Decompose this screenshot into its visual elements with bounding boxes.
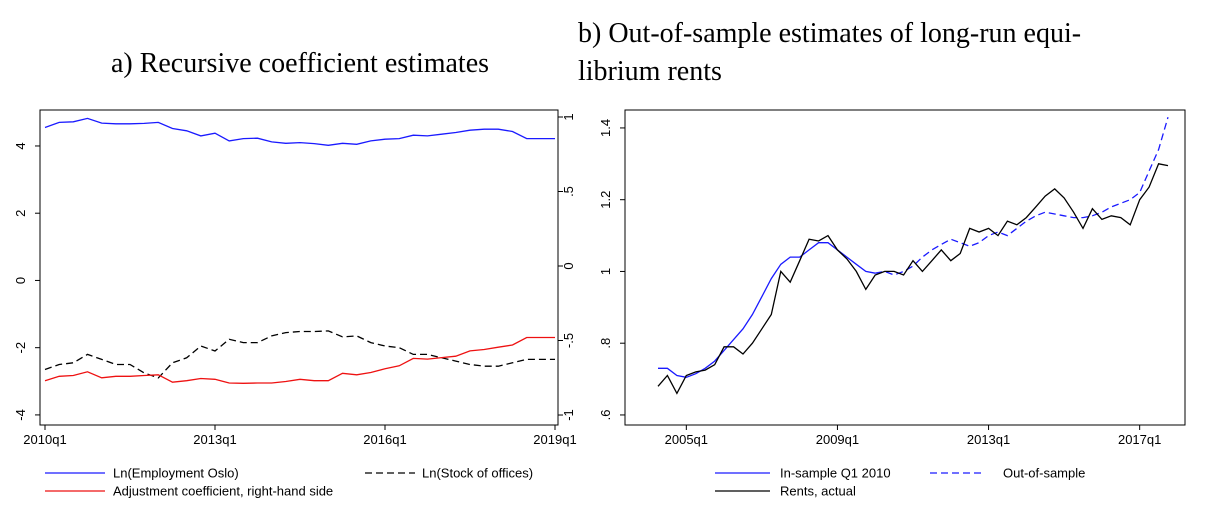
legend-label: In-sample Q1 2010: [780, 466, 891, 481]
chart-title: librium rents: [578, 56, 722, 87]
x-tick-label: 2016q1: [363, 432, 406, 447]
y-tick-label: 1.4: [598, 119, 613, 137]
y-tick-label: 1: [561, 113, 576, 120]
legend-label: Out-of-sample: [1003, 466, 1085, 481]
x-tick-label: 2010q1: [23, 432, 66, 447]
series-line: [657, 163, 1169, 395]
legend-label: Ln(Stock of offices): [422, 466, 533, 481]
x-tick-label: 2009q1: [816, 432, 859, 447]
y-tick-label: -.5: [561, 333, 576, 348]
series-line: [658, 242, 876, 378]
plot-frame: [624, 109, 1186, 426]
plot-frame: [39, 109, 559, 426]
legend-label: Ln(Employment Oslo): [113, 466, 239, 481]
series-line: [875, 117, 1169, 276]
y-tick-label: .5: [561, 186, 576, 197]
y-tick-label: 4: [13, 142, 28, 149]
y-tick-label: 2: [13, 210, 28, 217]
y-tick-label: .6: [598, 410, 613, 421]
x-tick-label: 2013q1: [193, 432, 236, 447]
series-line: [44, 330, 555, 379]
x-tick-label: 2005q1: [665, 432, 708, 447]
y-tick-label: 1: [598, 268, 613, 275]
y-tick-label: 1.2: [598, 191, 613, 209]
series-line: [44, 336, 555, 384]
x-tick-label: 2019q1: [533, 432, 576, 447]
y-tick-label: 0: [561, 262, 576, 269]
x-tick-label: 2013q1: [967, 432, 1010, 447]
legend-label: Rents, actual: [780, 484, 856, 499]
chart-title: a) Recursive coefficient estimates: [111, 48, 489, 79]
series-line: [44, 117, 555, 146]
y-tick-label: -1: [561, 409, 576, 421]
chart-title: b) Out-of-sample estimates of long-run e…: [578, 18, 1081, 49]
y-tick-label: 0: [13, 277, 28, 284]
y-tick-label: -4: [13, 409, 28, 421]
y-tick-label: -2: [13, 342, 28, 354]
y-tick-label: .8: [598, 338, 613, 349]
x-tick-label: 2017q1: [1118, 432, 1161, 447]
legend-label: Adjustment coefficient, right-hand side: [113, 484, 333, 499]
